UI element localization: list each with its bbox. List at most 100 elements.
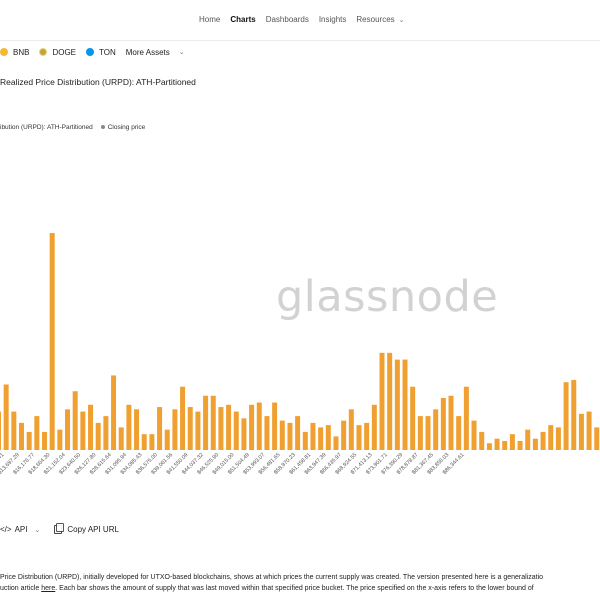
legend-item-closing-price[interactable]: Closing price (100, 124, 146, 131)
copy-api-url-button[interactable]: Copy API URL (54, 523, 119, 534)
bar[interactable] (479, 431, 485, 450)
bar[interactable] (42, 431, 48, 450)
nav-charts[interactable]: Charts (230, 15, 256, 24)
bar[interactable] (241, 418, 247, 450)
intro-article-link[interactable]: here (41, 585, 56, 592)
bar[interactable] (249, 404, 255, 450)
nav-dashboards[interactable]: Dashboards (265, 15, 309, 24)
bar[interactable] (387, 352, 393, 450)
bar[interactable] (172, 409, 178, 450)
bar[interactable] (578, 413, 584, 450)
bar[interactable] (134, 409, 140, 450)
nav-resources[interactable]: Resources ⌄ (356, 15, 404, 24)
bar[interactable] (187, 407, 193, 450)
bar[interactable] (34, 416, 40, 450)
bar[interactable] (103, 416, 109, 450)
bar[interactable] (180, 386, 186, 450)
api-toolbar: </> API ⌄ Copy API URL (0, 523, 119, 534)
bar[interactable] (164, 429, 170, 450)
bar[interactable] (279, 420, 285, 450)
bar[interactable] (548, 425, 554, 450)
bar[interactable] (310, 422, 316, 450)
bnb-coin-icon (0, 48, 8, 56)
bar[interactable] (571, 379, 577, 450)
bar[interactable] (425, 416, 431, 450)
bar[interactable] (456, 416, 462, 450)
bar[interactable] (210, 395, 216, 450)
bar[interactable] (563, 382, 569, 450)
asset-doge[interactable]: DOGE (39, 48, 76, 57)
bar[interactable] (394, 359, 400, 450)
bar[interactable] (72, 391, 78, 450)
bar[interactable] (203, 395, 209, 450)
bar[interactable] (295, 416, 301, 450)
bar[interactable] (532, 438, 538, 450)
bar[interactable] (379, 352, 385, 450)
bar[interactable] (486, 443, 492, 450)
bar[interactable] (88, 404, 94, 450)
bar[interactable] (417, 416, 423, 450)
bar[interactable] (356, 425, 362, 450)
bar[interactable] (525, 429, 531, 450)
bar[interactable] (65, 409, 71, 450)
bar[interactable] (287, 422, 293, 450)
bar[interactable] (141, 434, 147, 450)
chart-plot[interactable]: $1,468.41$13,697.29$16,176.77$18,664.30$… (0, 150, 600, 490)
bar[interactable] (402, 359, 408, 450)
bar[interactable] (325, 425, 331, 450)
bar[interactable] (49, 233, 55, 450)
nav-home[interactable]: Home (199, 15, 221, 24)
bar[interactable] (502, 440, 508, 450)
bar[interactable] (226, 404, 232, 450)
bar[interactable] (19, 422, 25, 450)
legend-item-closing-price-label: Closing price (107, 124, 146, 131)
bar[interactable] (348, 409, 354, 450)
asset-ton[interactable]: TON (86, 48, 116, 57)
bar[interactable] (471, 420, 477, 450)
bar[interactable] (157, 407, 163, 450)
bar[interactable] (233, 411, 239, 450)
bar[interactable] (264, 416, 270, 450)
bar[interactable] (433, 409, 439, 450)
bar[interactable] (371, 404, 377, 450)
more-assets-dropdown[interactable]: More Assets ⌄ (126, 48, 185, 57)
bar[interactable] (57, 429, 63, 450)
legend-item-urpd[interactable]: ibution (URPD): ATH-Partitioned (0, 124, 93, 131)
description-line-1: Price Distribution (URPD), initially dev… (0, 574, 544, 581)
bar[interactable] (195, 411, 201, 450)
bar[interactable] (111, 375, 117, 450)
asset-bnb[interactable]: BNB (0, 48, 29, 57)
bar[interactable] (218, 407, 224, 450)
bar[interactable] (118, 427, 124, 450)
bar[interactable] (448, 395, 454, 450)
bar[interactable] (440, 398, 446, 450)
bar[interactable] (80, 411, 86, 450)
bar[interactable] (256, 402, 262, 450)
bar[interactable] (0, 411, 1, 450)
bar[interactable] (517, 440, 523, 450)
bar[interactable] (509, 434, 515, 450)
bar[interactable] (494, 438, 500, 450)
bar[interactable] (333, 436, 339, 450)
bar[interactable] (555, 427, 561, 450)
bar[interactable] (149, 434, 155, 450)
bar[interactable] (3, 384, 9, 450)
bar[interactable] (11, 411, 17, 450)
bar[interactable] (272, 402, 278, 450)
bar[interactable] (364, 422, 370, 450)
bar[interactable] (410, 386, 416, 450)
copy-icon (54, 523, 65, 534)
bar[interactable] (586, 411, 592, 450)
nav-insights[interactable]: Insights (318, 15, 347, 24)
bar[interactable] (341, 420, 347, 450)
bar[interactable] (463, 386, 469, 450)
bar[interactable] (540, 431, 546, 450)
bar[interactable] (126, 404, 132, 450)
asset-doge-label: DOGE (52, 47, 77, 57)
bar[interactable] (26, 431, 32, 450)
bar[interactable] (594, 427, 600, 450)
api-dropdown-button[interactable]: </> API ⌄ (0, 525, 40, 534)
bar[interactable] (318, 427, 324, 450)
bar[interactable] (95, 422, 101, 450)
bar[interactable] (302, 431, 308, 450)
